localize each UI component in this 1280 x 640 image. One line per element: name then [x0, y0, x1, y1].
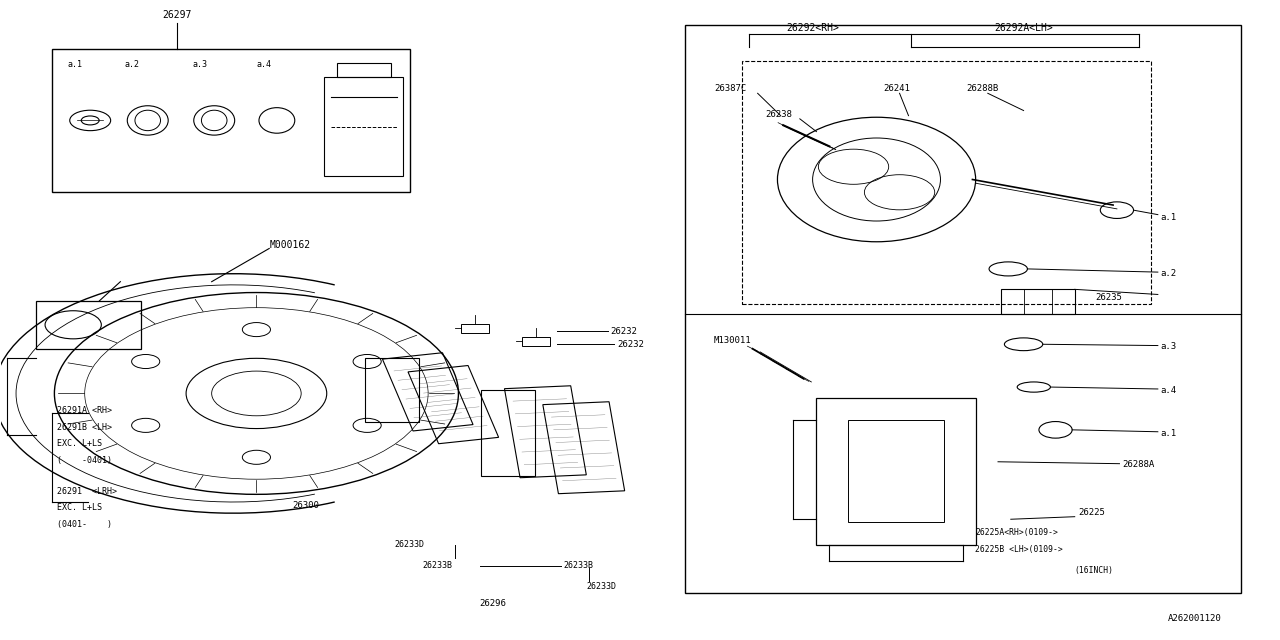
Text: 26225: 26225 — [1079, 508, 1106, 517]
Text: M130011: M130011 — [713, 336, 751, 345]
Bar — [324, 77, 403, 176]
Bar — [1001, 289, 1075, 314]
Text: 26288A: 26288A — [1123, 460, 1155, 470]
Bar — [522, 337, 550, 346]
Text: 26233D: 26233D — [394, 540, 425, 549]
Text: 26233D: 26233D — [586, 582, 616, 591]
Bar — [543, 402, 625, 493]
Text: 26291  <LRH>: 26291 <LRH> — [56, 486, 116, 495]
Bar — [51, 49, 410, 192]
Text: 26291A <RH>: 26291A <RH> — [56, 406, 111, 415]
Bar — [37, 301, 141, 349]
Text: 26233B: 26233B — [563, 561, 594, 570]
Bar — [383, 353, 474, 431]
Text: 26300: 26300 — [292, 500, 319, 509]
Bar — [685, 25, 1240, 593]
Bar — [337, 63, 390, 77]
Text: 26232: 26232 — [611, 327, 637, 336]
Text: 26297: 26297 — [163, 10, 192, 20]
Text: (16INCH): (16INCH) — [1075, 566, 1114, 575]
Text: A262001120: A262001120 — [1169, 614, 1222, 623]
Text: a.1: a.1 — [67, 60, 82, 69]
Text: (    -0401): ( -0401) — [56, 456, 111, 465]
Bar — [504, 386, 586, 477]
Text: a.1: a.1 — [1161, 213, 1176, 222]
Text: 26241: 26241 — [883, 84, 910, 93]
Text: 26225A<RH>(0109->: 26225A<RH>(0109-> — [975, 527, 1057, 536]
Bar — [461, 324, 489, 333]
Text: a.4: a.4 — [256, 60, 271, 69]
Text: a.3: a.3 — [1161, 342, 1176, 351]
Text: 26232: 26232 — [617, 340, 644, 349]
Text: 26288B: 26288B — [966, 84, 998, 93]
Text: 26238: 26238 — [765, 110, 792, 119]
Text: M000162: M000162 — [269, 239, 310, 250]
Text: (0401-    ): (0401- ) — [56, 520, 111, 529]
Text: EXC. L+LS: EXC. L+LS — [56, 503, 102, 512]
Text: 26233B: 26233B — [422, 561, 453, 570]
Bar — [817, 398, 977, 545]
Text: 26292<RH>: 26292<RH> — [786, 22, 840, 33]
Text: EXC. L+LS: EXC. L+LS — [56, 440, 102, 449]
Text: a.1: a.1 — [1161, 429, 1176, 438]
Text: 26292A<LH>: 26292A<LH> — [995, 22, 1053, 33]
Text: 26291B <LH>: 26291B <LH> — [56, 423, 111, 432]
Bar — [481, 390, 535, 476]
Text: 26387C: 26387C — [714, 84, 746, 93]
Text: 26296: 26296 — [480, 599, 507, 608]
Bar — [408, 365, 499, 444]
Bar — [742, 61, 1152, 304]
Bar — [849, 420, 945, 522]
Text: a.2: a.2 — [1161, 269, 1176, 278]
Text: a.4: a.4 — [1161, 386, 1176, 395]
Text: 26235: 26235 — [1096, 293, 1123, 302]
Text: 26225B <LH>(0109->: 26225B <LH>(0109-> — [975, 545, 1062, 554]
Bar — [365, 358, 419, 422]
Text: a.3: a.3 — [192, 60, 207, 69]
Text: a.2: a.2 — [124, 60, 140, 69]
